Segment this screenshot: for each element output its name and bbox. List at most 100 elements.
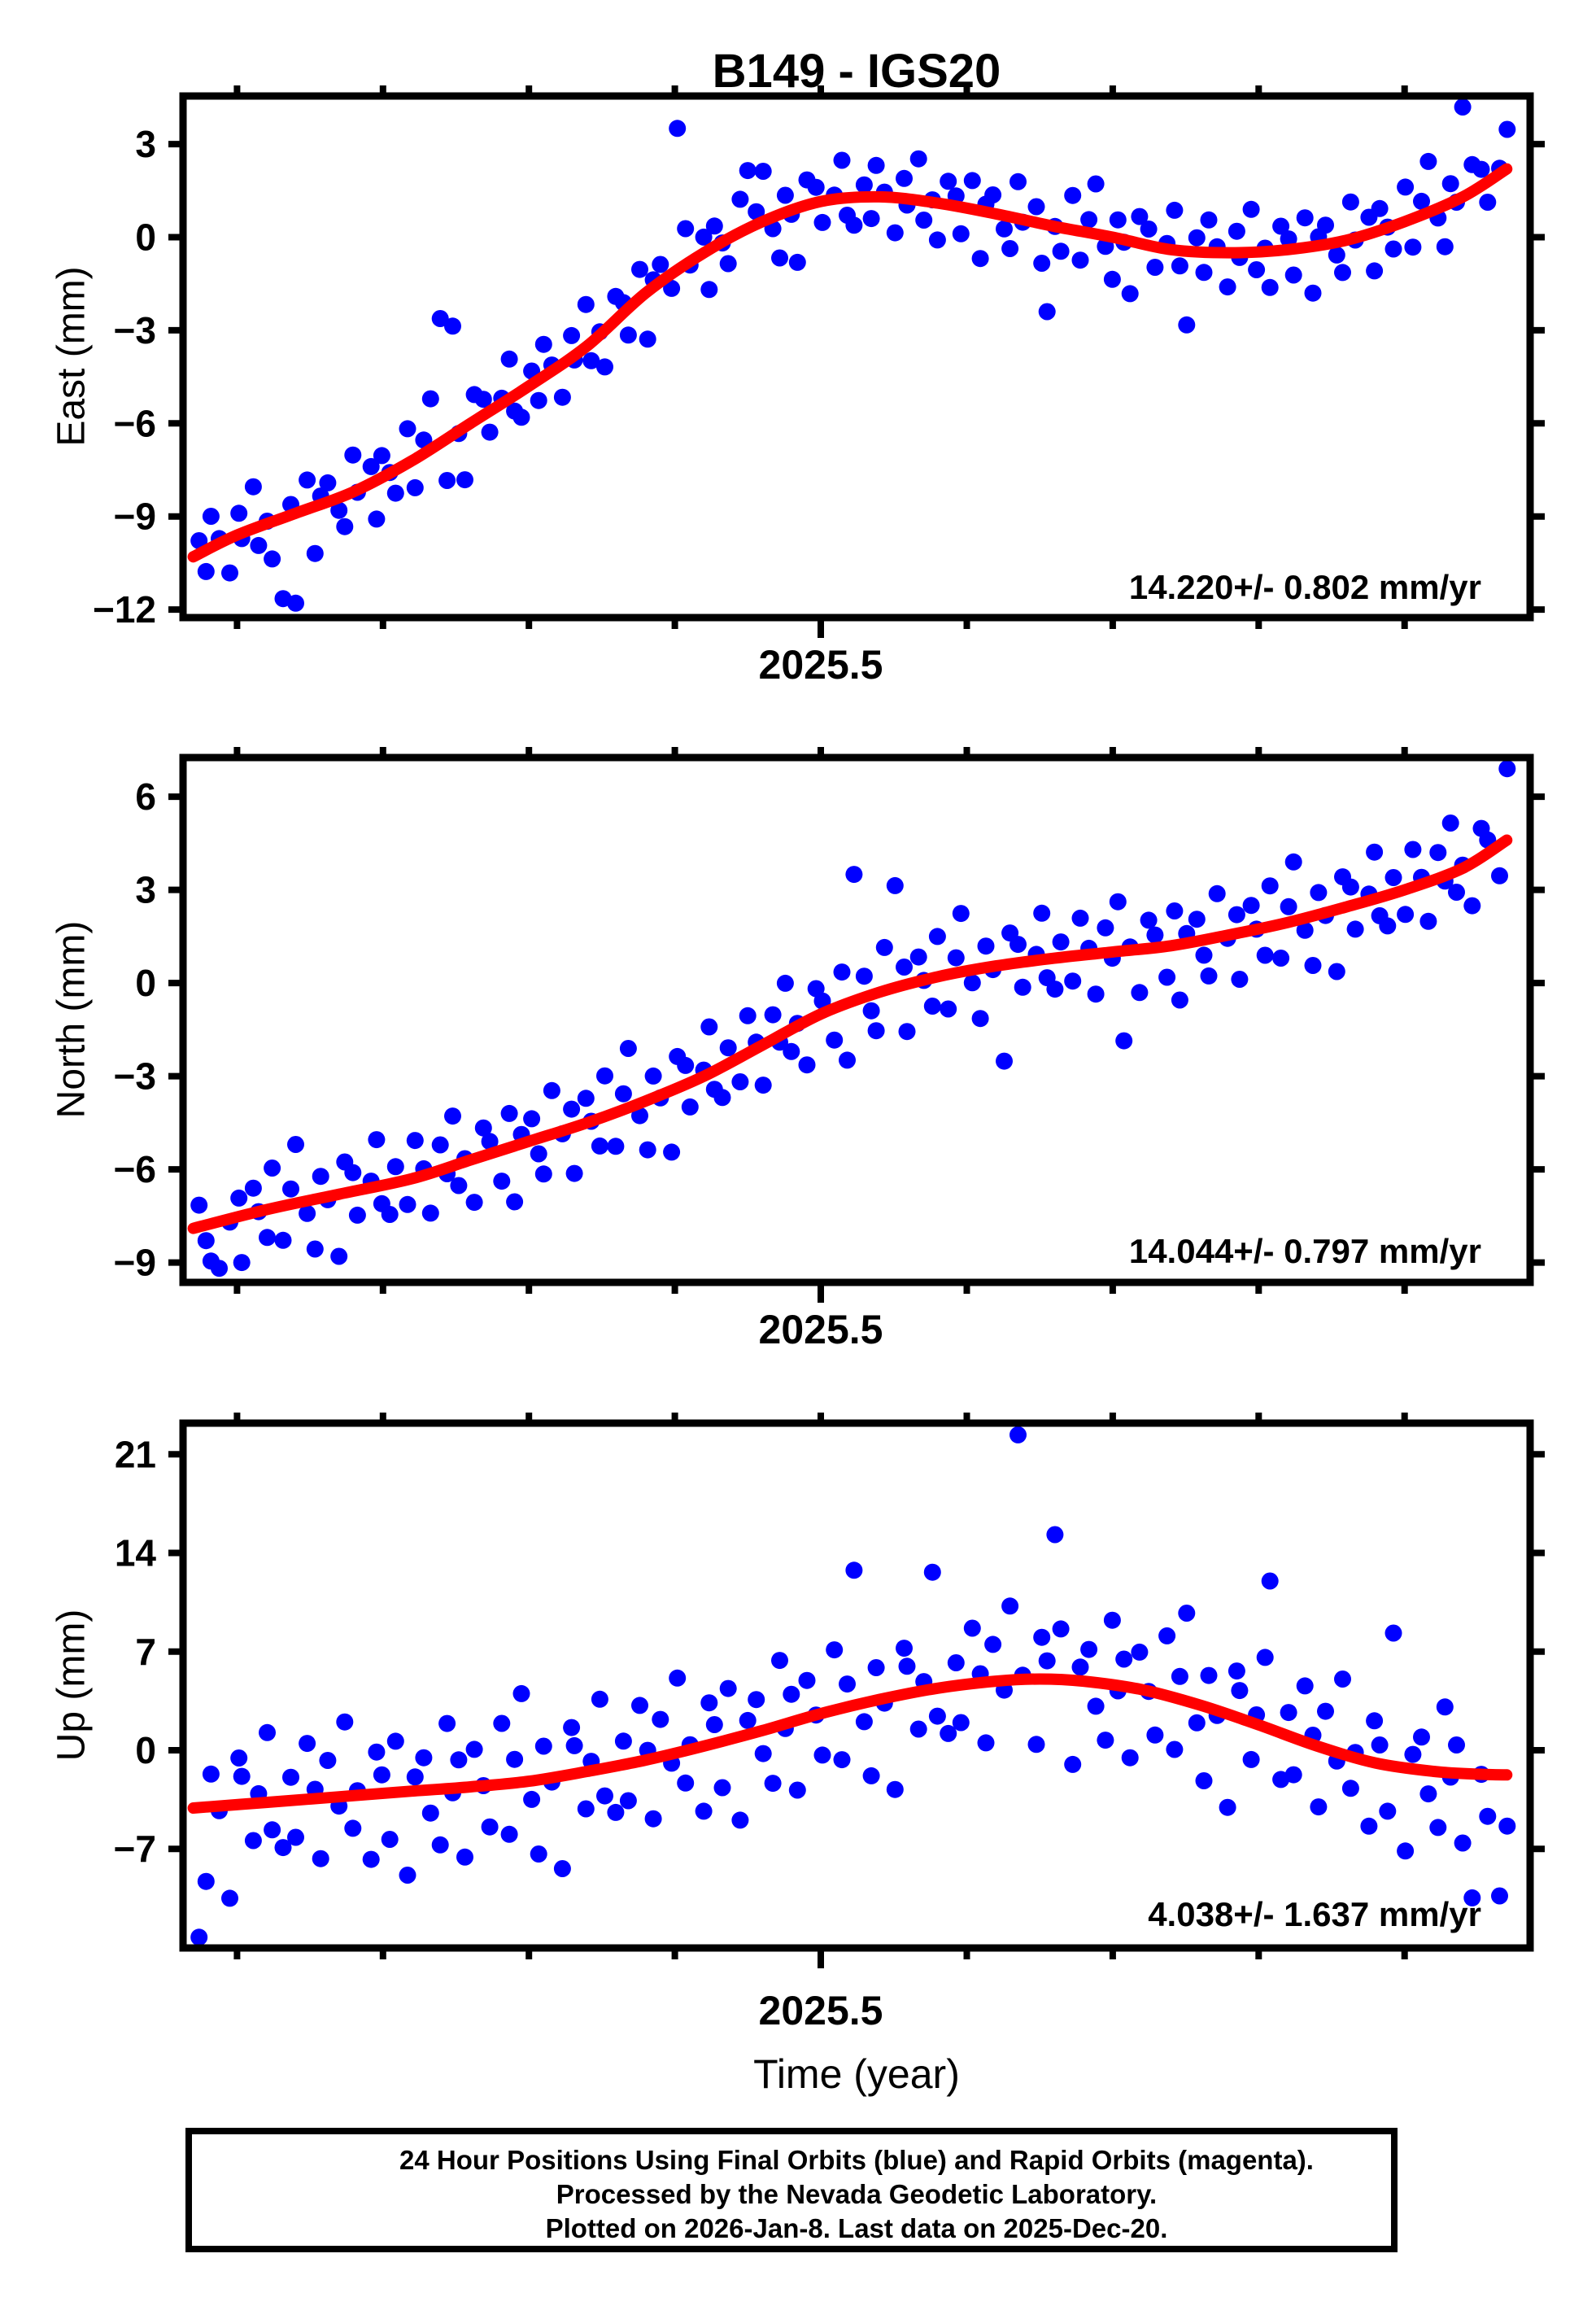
data-point bbox=[244, 1832, 262, 1850]
data-point bbox=[299, 1735, 316, 1753]
data-point bbox=[1228, 1662, 1245, 1680]
data-point bbox=[1341, 1780, 1359, 1797]
data-point bbox=[1498, 120, 1516, 138]
data-point bbox=[1166, 902, 1184, 919]
data-point bbox=[1242, 200, 1260, 218]
data-point bbox=[596, 1067, 613, 1085]
data-point bbox=[1071, 1658, 1089, 1676]
data-point bbox=[1341, 193, 1359, 211]
data-point bbox=[705, 217, 723, 235]
data-point bbox=[1272, 217, 1290, 235]
data-point bbox=[190, 1928, 208, 1946]
data-point bbox=[833, 151, 851, 169]
data-point bbox=[1304, 957, 1322, 974]
data-point bbox=[274, 1231, 292, 1249]
data-point bbox=[282, 1180, 299, 1198]
y-tick-label: 0 bbox=[135, 962, 156, 1004]
data-point bbox=[731, 190, 749, 208]
y-tick-label: 3 bbox=[135, 869, 156, 911]
data-point bbox=[833, 963, 851, 981]
data-point bbox=[421, 1204, 439, 1222]
data-point bbox=[1310, 1798, 1328, 1816]
data-point bbox=[1171, 991, 1188, 1009]
data-point bbox=[1242, 1750, 1260, 1768]
data-point bbox=[681, 1098, 699, 1116]
data-point bbox=[867, 156, 885, 174]
data-point bbox=[996, 1052, 1013, 1070]
data-point bbox=[1064, 186, 1082, 204]
data-point bbox=[481, 1133, 499, 1151]
data-point bbox=[190, 532, 208, 549]
data-point bbox=[1385, 240, 1402, 258]
data-point bbox=[1171, 1667, 1188, 1685]
data-point bbox=[534, 335, 552, 353]
data-point bbox=[813, 213, 831, 231]
data-point bbox=[984, 1636, 1002, 1653]
data-point bbox=[1479, 1807, 1497, 1825]
data-point bbox=[512, 408, 530, 426]
data-point bbox=[754, 163, 772, 180]
data-point bbox=[886, 224, 904, 242]
data-point bbox=[373, 1766, 390, 1784]
data-point bbox=[565, 1164, 583, 1182]
data-point bbox=[1228, 222, 1245, 240]
data-point bbox=[845, 866, 863, 884]
data-point bbox=[386, 484, 404, 502]
data-point bbox=[244, 478, 262, 496]
data-point bbox=[1052, 242, 1070, 260]
data-point bbox=[862, 210, 880, 228]
data-point bbox=[493, 1173, 511, 1190]
data-point bbox=[963, 172, 981, 190]
data-point bbox=[230, 1749, 248, 1767]
data-point bbox=[1454, 98, 1472, 116]
data-point bbox=[368, 1743, 386, 1761]
data-point bbox=[319, 1752, 337, 1769]
y-tick-label: −6 bbox=[114, 402, 156, 444]
data-point bbox=[197, 1232, 215, 1250]
data-point bbox=[287, 1136, 304, 1153]
data-point bbox=[669, 120, 687, 138]
data-point bbox=[771, 1652, 788, 1670]
data-point bbox=[896, 959, 913, 976]
data-point bbox=[923, 1563, 941, 1581]
data-point bbox=[896, 169, 913, 187]
data-point bbox=[344, 1164, 362, 1181]
east-x-ticks bbox=[233, 85, 1408, 638]
data-point bbox=[1256, 1649, 1274, 1666]
data-point bbox=[783, 1042, 800, 1060]
data-point bbox=[512, 1684, 530, 1702]
up-panel: 21 14 7 0 −7 bbox=[114, 1413, 1545, 1968]
data-point bbox=[663, 1143, 681, 1161]
data-point bbox=[500, 1104, 518, 1122]
data-point bbox=[1027, 198, 1045, 216]
data-point bbox=[1046, 1526, 1064, 1544]
data-point bbox=[553, 1860, 571, 1877]
data-point bbox=[1080, 211, 1098, 229]
data-point bbox=[1097, 1732, 1114, 1749]
data-point bbox=[731, 1073, 749, 1090]
data-point bbox=[456, 1848, 473, 1866]
data-point bbox=[1341, 878, 1359, 896]
data-point bbox=[399, 420, 416, 438]
up-frame bbox=[179, 1419, 1534, 1952]
data-point bbox=[282, 1768, 299, 1786]
data-point bbox=[465, 1194, 483, 1212]
east-trend-curve bbox=[187, 163, 1513, 563]
data-point bbox=[639, 1141, 656, 1159]
data-point bbox=[1256, 946, 1274, 964]
data-point bbox=[839, 1675, 856, 1693]
east-axis-label: East (mm) bbox=[50, 266, 94, 447]
data-point bbox=[1228, 906, 1245, 924]
y-tick-label: 21 bbox=[115, 1433, 156, 1475]
data-point bbox=[1166, 201, 1184, 219]
north-frame bbox=[179, 753, 1534, 1286]
data-point bbox=[456, 471, 473, 489]
data-point bbox=[631, 1107, 648, 1125]
data-point bbox=[415, 1749, 433, 1767]
data-point bbox=[563, 1719, 581, 1736]
data-point bbox=[915, 212, 933, 229]
data-point bbox=[399, 1867, 416, 1884]
data-point bbox=[1385, 869, 1402, 886]
data-point bbox=[875, 938, 893, 956]
data-point bbox=[1272, 950, 1290, 967]
